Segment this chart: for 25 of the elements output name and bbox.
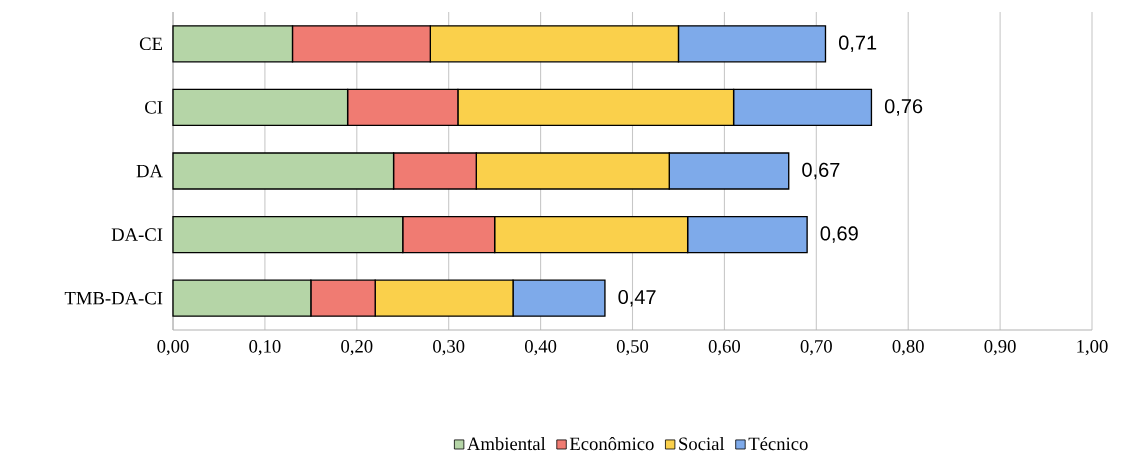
total-label: 0,67 — [802, 162, 840, 180]
x-tick-label: 0,50 — [616, 340, 649, 356]
legend-label: Econômico — [569, 436, 654, 451]
y-tick-label: CI — [145, 101, 163, 114]
total-label: 0,47 — [618, 289, 656, 307]
y-tick-label: DA-CI — [111, 228, 163, 241]
x-tick-label: 0,80 — [892, 340, 924, 356]
legend-label: Social — [679, 436, 725, 451]
total-label: 0,69 — [820, 226, 858, 243]
y-tick-label: DA — [136, 164, 163, 178]
x-tick-label: 0,00 — [157, 340, 189, 356]
x-tick-label: 0,60 — [708, 340, 741, 356]
x-tick-label: 0,10 — [249, 340, 281, 356]
x-tick-label: 0,20 — [341, 340, 373, 356]
x-tick-label: 0,40 — [524, 340, 557, 356]
total-label: 0,71 — [838, 35, 877, 53]
y-tick-label: TMB-DA-CI — [64, 291, 163, 305]
total-label: 0,76 — [884, 99, 923, 116]
x-tick-label: 1,00 — [1077, 340, 1108, 356]
x-tick-label: 0,30 — [433, 340, 465, 356]
legend-label: Técnico — [748, 436, 808, 451]
x-tick-label: 0,70 — [800, 340, 832, 356]
y-tick-label: CE — [139, 37, 163, 51]
legend-label: Ambiental — [467, 436, 546, 451]
x-tick-label: 0,90 — [984, 340, 1016, 356]
